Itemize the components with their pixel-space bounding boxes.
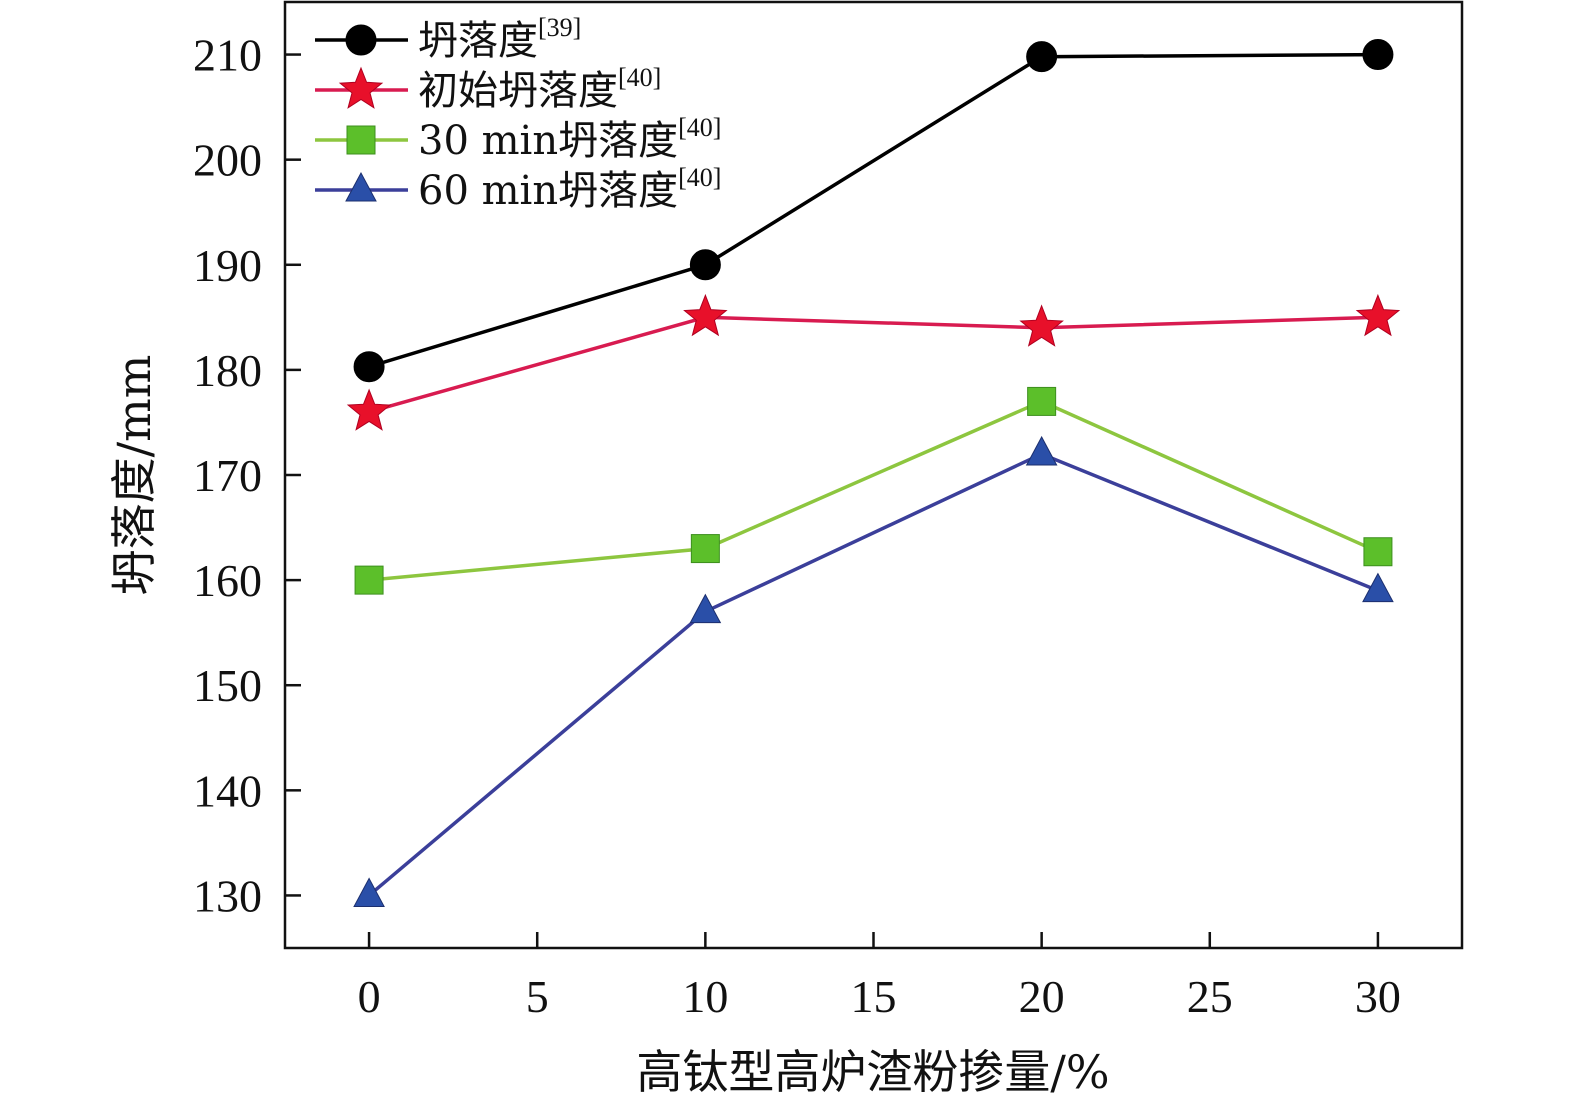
- data-point: [1019, 304, 1064, 347]
- y-tick-label: 150: [193, 660, 262, 711]
- legend-item: 坍落度[39]: [315, 13, 581, 64]
- legend-ref: [39]: [538, 13, 581, 42]
- data-point: [354, 565, 384, 595]
- data-point: [1027, 386, 1057, 416]
- series-line: [368, 399, 1379, 582]
- legend-label: 60 min坍落度[40]: [418, 163, 721, 214]
- y-axis-ticks: 130 140 150 160 170 180 190 200 210: [193, 30, 301, 921]
- x-tick-label: 25: [1187, 971, 1233, 1022]
- legend-marker: [345, 171, 377, 202]
- data-point: [346, 388, 392, 431]
- series-star: [346, 293, 1401, 431]
- x-tick-label: 15: [851, 971, 897, 1022]
- y-tick-label: 190: [193, 240, 262, 291]
- series-line: [367, 452, 1379, 897]
- y-tick-label: 210: [193, 30, 262, 81]
- legend-label: 初始坍落度[40]: [418, 63, 661, 114]
- x-tick-label: 20: [1019, 971, 1065, 1022]
- data-point: [1026, 41, 1058, 73]
- series-line: [368, 52, 1378, 369]
- data-point: [1362, 39, 1394, 71]
- data-point: [353, 877, 385, 907]
- x-tick-label: 30: [1355, 971, 1401, 1022]
- legend-label: 坍落度[39]: [418, 13, 581, 64]
- legend-item: 60 min坍落度[40]: [315, 163, 721, 214]
- legend-ref: [40]: [678, 113, 721, 142]
- x-tick-label: 10: [682, 971, 728, 1022]
- data-point: [689, 593, 722, 624]
- series-square: [354, 386, 1393, 595]
- data-point: [1363, 537, 1393, 567]
- x-axis-title: 高钛型高炉渣粉掺量/%: [636, 1045, 1109, 1099]
- plot-marks: [346, 39, 1401, 907]
- data-point: [683, 293, 728, 337]
- data-point: [1362, 572, 1394, 603]
- series-line: [368, 315, 1378, 414]
- y-axis-title: 坍落度/mm: [107, 355, 161, 596]
- data-point: [1025, 435, 1058, 466]
- legend-item: 30 min坍落度[40]: [315, 113, 721, 164]
- x-axis-ticks: 0 5 10 15 20 25 30: [358, 932, 1401, 1022]
- data-point: [690, 534, 720, 564]
- legend-label: 30 min坍落度[40]: [418, 113, 721, 164]
- y-tick-label: 160: [193, 555, 262, 606]
- legend-marker: [338, 66, 384, 109]
- y-tick-label: 130: [193, 870, 262, 921]
- legend-ref: [40]: [618, 63, 661, 92]
- series-circle: [353, 39, 1394, 383]
- y-tick-label: 170: [193, 450, 262, 501]
- y-tick-label: 200: [193, 135, 262, 186]
- x-tick-label: 0: [358, 971, 381, 1022]
- series-triangle: [353, 435, 1394, 907]
- y-tick-label: 180: [193, 345, 262, 396]
- y-tick-label: 140: [193, 765, 262, 816]
- legend-item: 初始坍落度[40]: [315, 63, 661, 114]
- legend-marker: [346, 125, 376, 155]
- data-point: [1355, 293, 1401, 337]
- x-tick-label: 5: [526, 971, 549, 1022]
- legend-ref: [40]: [678, 163, 721, 192]
- legend: 坍落度[39]初始坍落度[40]30 min坍落度[40]60 min坍落度[4…: [315, 13, 721, 214]
- legend-marker: [345, 24, 377, 56]
- data-point: [689, 249, 721, 281]
- data-point: [353, 351, 385, 383]
